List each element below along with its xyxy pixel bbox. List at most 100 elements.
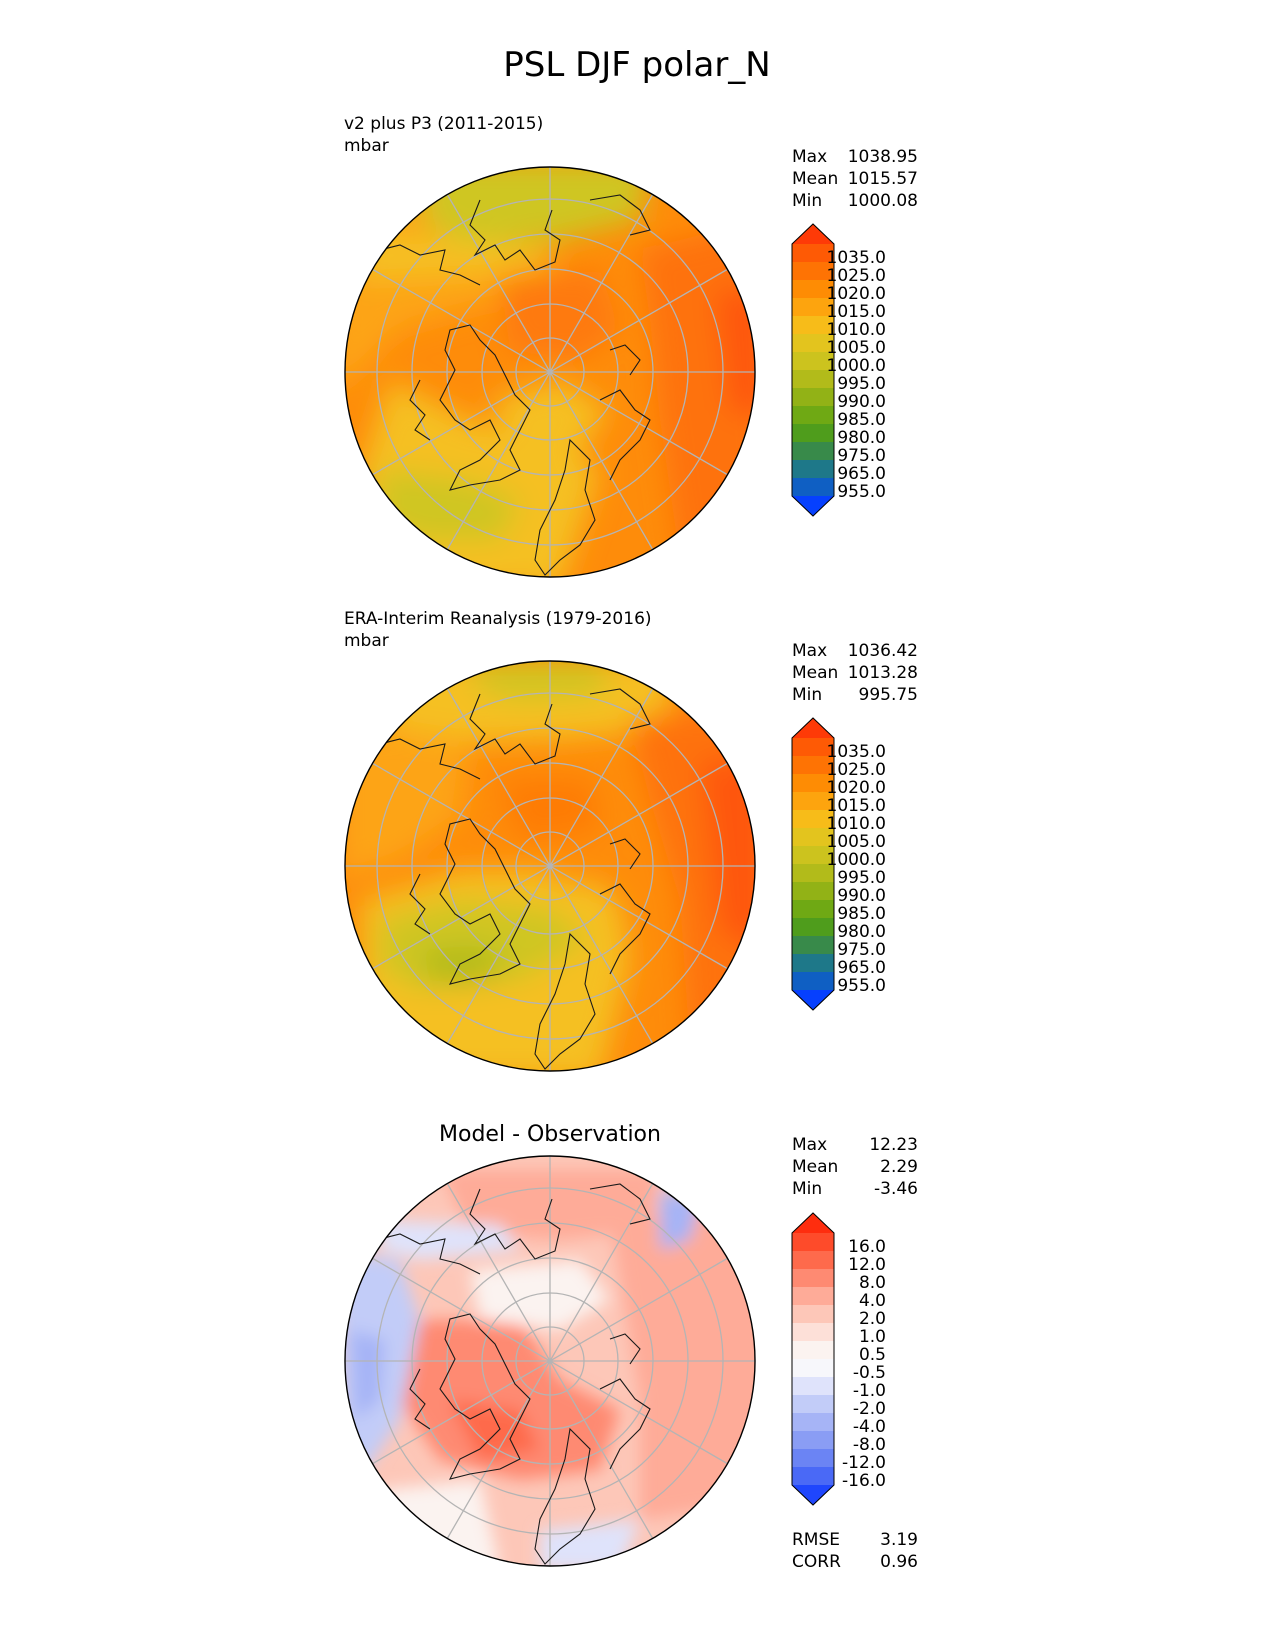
colorbar-segment [792,846,834,865]
colorbar-segment [792,1449,834,1468]
map-fill-north-band [360,230,560,280]
map-fill-west-blue2 [350,1330,385,1420]
colorbar-segment [792,1467,834,1486]
colorbar-segment [792,918,834,937]
stat-value: 1013.28 [848,663,918,683]
colorbar-tick-label: 1015.0 [827,302,886,322]
colorbar-tick-label: 1035.0 [827,248,886,268]
colorbar-extend-min [792,1485,834,1505]
stat-label: Mean [792,169,838,189]
colorbar-tick-label: 4.0 [859,1291,886,1311]
colorbar-segment [792,810,834,829]
colorbar-tick-label: -16.0 [842,1471,886,1491]
colorbar-segment [792,864,834,883]
colorbar-segment [792,262,834,281]
panel-difference: Model - Observation [344,1122,918,1572]
panel-test-units: mbar [344,136,389,156]
panel-reference-coastlines [379,688,651,1070]
stat-label: Min [792,685,822,705]
colorbar-tick-label: 1000.0 [827,356,886,376]
colorbar-tick-label: 2.0 [859,1309,886,1329]
panel-test-coastlines [379,194,651,576]
stat-value: 1036.42 [848,641,918,661]
map-fill-north-yellow [420,167,650,245]
stat-value: 1015.57 [848,169,918,189]
colorbar-tick-label: -12.0 [842,1453,886,1473]
stat-value: 3.19 [880,1530,918,1550]
colorbar-tick-label: 12.0 [848,1255,886,1275]
colorbar-segment [792,1431,834,1450]
colorbar-tick-label: 1020.0 [827,284,886,304]
colorbar-tick-label: -8.0 [853,1435,886,1455]
colorbar-tick-label: 995.0 [837,868,886,888]
panel-reference-colorbar: 1035.01025.01020.01015.01010.01005.01000… [791,717,886,1011]
colorbar-segment [792,972,834,991]
colorbar-tick-label: 1010.0 [827,320,886,340]
colorbar-segment [792,478,834,497]
stat-value: 2.29 [880,1157,918,1177]
colorbar-segment [792,774,834,793]
colorbar-tick-label: 990.0 [837,392,886,412]
stat-label: Max [792,641,827,661]
colorbar-segment [792,828,834,847]
colorbar-segment [792,1287,834,1306]
colorbar-segment [792,1233,834,1252]
colorbar-tick-label: 985.0 [837,904,886,924]
colorbar-tick-label: 975.0 [837,446,886,466]
colorbar-segment [792,334,834,353]
panel-reference-border [344,660,756,1072]
panel-difference-map [345,1156,755,1566]
map-fill-east [610,1200,755,1520]
colorbar-segment [792,442,834,461]
map-fill-nw-blue [380,1220,520,1260]
colorbar-tick-label: 1005.0 [827,832,886,852]
colorbar-segment [792,1413,834,1432]
colorbar-segment [792,298,834,317]
colorbar-segment [792,244,834,263]
colorbar-tick-label: 1020.0 [827,778,886,798]
colorbar-extend-max [792,1213,834,1233]
colorbar-segment [792,1269,834,1288]
panel-difference-footer-stats: RMSE 3.19 CORR 0.96 [792,1530,918,1572]
colorbar-tick-label: 1010.0 [827,814,886,834]
colorbar-segment [792,900,834,919]
panel-test-colorbar: 1035.01025.01020.01015.01010.01005.01000… [791,223,886,517]
colorbar-tick-label: -2.0 [853,1399,886,1419]
colorbar-tick-label: -0.5 [853,1363,886,1383]
panel-difference-coastlines [379,1183,651,1565]
colorbar-segment [792,936,834,955]
stat-value: 995.75 [859,685,918,705]
colorbar-outline [791,717,835,1011]
colorbar-segment [792,1377,834,1396]
colorbar-extend-min [792,990,834,1010]
colorbar-tick-label: 965.0 [837,464,886,484]
colorbar-tick-label: -1.0 [853,1381,886,1401]
panel-reference-map [345,661,755,1071]
stat-label: Max [792,1135,827,1155]
colorbar-outline [791,223,835,517]
colorbar-segment [792,882,834,901]
colorbar-segment [792,424,834,443]
colorbar-tick-label: 1025.0 [827,266,886,286]
panel-test-stats: Max 1038.95 Mean 1015.57 Min 1000.08 [792,147,918,211]
panel-reference-stats: Max 1036.42 Mean 1013.28 Min 995.75 [792,641,918,705]
panel-difference-colorbar: 16.012.08.04.02.01.00.5-0.5-1.0-2.0-4.0-… [791,1212,886,1506]
stat-value: -3.46 [874,1179,918,1199]
panel-reference-title: ERA-Interim Reanalysis (1979-2016) [344,609,652,629]
map-fill-center-strong [450,1400,540,1460]
colorbar-extend-max [792,224,834,244]
colorbar-segment [792,280,834,299]
colorbar-tick-label: 955.0 [837,482,886,502]
figure-title: PSL DJF polar_N [503,45,770,85]
stat-label: Min [792,191,822,211]
stat-value: 0.96 [880,1552,918,1572]
panel-difference-border [344,1155,756,1567]
colorbar-tick-label: 1035.0 [827,742,886,762]
stat-label: Mean [792,1157,838,1177]
colorbar-segment [792,1251,834,1270]
panel-test-border [344,166,756,578]
colorbar-segment [792,316,834,335]
colorbar-segment [792,370,834,389]
colorbar-tick-label: 1005.0 [827,338,886,358]
colorbar-tick-label: 1025.0 [827,760,886,780]
